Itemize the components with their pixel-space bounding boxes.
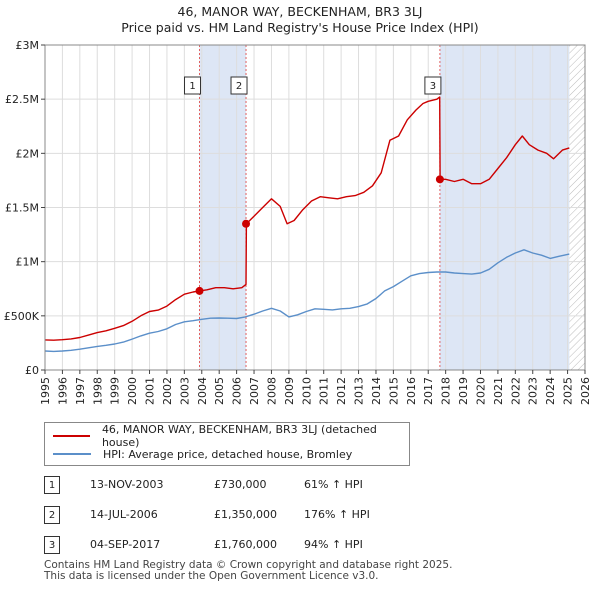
x-tick-label: 2014 <box>370 377 383 405</box>
sale-date: 04-SEP-2017 <box>90 538 161 551</box>
legend-label-property: 46, MANOR WAY, BECKENHAM, BR3 3LJ (detac… <box>101 423 377 449</box>
x-tick-label: 2018 <box>440 377 453 405</box>
y-tick-label: £2M <box>16 147 40 160</box>
x-tick-label: 1995 <box>39 377 52 405</box>
x-tick-label: 2005 <box>213 377 226 405</box>
sale-label-box <box>184 76 202 95</box>
x-tick-label: 2019 <box>457 377 470 405</box>
sale-label-number: 3 <box>430 81 436 92</box>
x-tick-label: 2015 <box>387 377 400 405</box>
y-tick-label: £0 <box>25 364 39 377</box>
sale-point-marker <box>435 175 444 184</box>
x-tick-label: 2017 <box>422 377 435 405</box>
legend-label-hpi: HPI: Average price, detached house, Brom… <box>103 447 353 461</box>
y-tick-label: £1M <box>16 256 40 269</box>
sales-table-row: 2 14-JUL-2006 £1,350,000 176% ↑ HPI <box>44 506 384 524</box>
x-tick-label: 2010 <box>300 377 313 405</box>
attribution-footer: Contains HM Land Registry data © Crown c… <box>44 560 452 582</box>
sale-point-marker <box>242 219 251 228</box>
x-tick-label: 2012 <box>335 377 348 405</box>
sale-price: £1,760,000 <box>214 538 277 551</box>
x-tick-label: 2025 <box>562 377 575 405</box>
x-tick-label: 2001 <box>144 377 157 405</box>
x-tick-label: 2008 <box>265 377 278 405</box>
sale-point-marker <box>195 286 204 295</box>
legend-item-property: 46, MANOR WAY, BECKENHAM, BR3 3LJ (detac… <box>53 423 409 449</box>
x-tick-label: 2004 <box>196 377 209 405</box>
sale-number-badge: 1 <box>44 476 60 494</box>
sale-price: £730,000 <box>214 478 267 491</box>
y-tick-label: £1.5M <box>5 202 39 215</box>
x-tick-label: 2021 <box>492 377 505 405</box>
legend-swatch-hpi <box>53 453 91 455</box>
x-tick-label: 2007 <box>248 377 261 405</box>
sale-label-number: 1 <box>189 81 195 92</box>
x-tick-label: 2016 <box>405 377 418 405</box>
sale-date: 13-NOV-2003 <box>90 478 164 491</box>
sale-price: £1,350,000 <box>214 508 277 521</box>
sale-date: 14-JUL-2006 <box>90 508 158 521</box>
chart-subtitle: Price paid vs. HM Land Registry's House … <box>121 20 479 35</box>
x-tick-label: 2020 <box>474 377 487 405</box>
y-tick-label: £2.5M <box>5 93 39 106</box>
x-tick-label: 1998 <box>91 377 104 405</box>
legend-item-hpi: HPI: Average price, detached house, Brom… <box>53 445 352 463</box>
sale-label-number: 2 <box>236 81 242 92</box>
series-line-hpi <box>45 249 570 353</box>
sale-label-box <box>230 76 248 95</box>
sale-hpi-change: 176% ↑ HPI <box>304 508 370 521</box>
x-tick-label: 1999 <box>109 377 122 405</box>
sale-label-box <box>424 76 442 95</box>
sale-hpi-change: 61% ↑ HPI <box>304 478 363 491</box>
chart-legend: 46, MANOR WAY, BECKENHAM, BR3 3LJ (detac… <box>44 422 410 466</box>
x-tick-label: 2000 <box>126 377 139 405</box>
legend-swatch-property <box>53 435 90 437</box>
x-tick-label: 2026 <box>579 377 592 405</box>
sale-hpi-change: 94% ↑ HPI <box>304 538 363 551</box>
sales-table-row: 3 04-SEP-2017 £1,760,000 94% ↑ HPI <box>44 536 384 554</box>
x-tick-label: 2022 <box>509 377 522 405</box>
x-tick-label: 2003 <box>178 377 191 405</box>
x-tick-label: 2023 <box>527 377 540 405</box>
x-tick-label: 2013 <box>353 377 366 405</box>
x-tick-label: 1996 <box>56 377 69 405</box>
series-line-property <box>45 96 570 341</box>
sale-number-badge: 3 <box>44 536 60 554</box>
chart-title: 46, MANOR WAY, BECKENHAM, BR3 3LJ <box>177 4 423 19</box>
x-tick-label: 2002 <box>161 377 174 405</box>
x-tick-label: 2009 <box>283 377 296 405</box>
x-tick-label: 2006 <box>231 377 244 405</box>
price-chart: 1 2 3 £0 £500K £1M £1.5M £2M £2.5M £3M 1995 1996 19… <box>4 39 592 405</box>
attribution-line: Contains HM Land Registry data © Crown c… <box>44 559 453 571</box>
sales-table-row: 1 13-NOV-2003 £730,000 61% ↑ HPI <box>44 476 384 494</box>
sale-number-badge: 2 <box>44 506 60 524</box>
x-tick-label: 1997 <box>74 377 87 405</box>
y-tick-label: £3M <box>16 39 40 52</box>
x-tick-label: 2011 <box>318 377 331 405</box>
license-line: This data is licensed under the Open Gov… <box>44 570 379 582</box>
x-tick-label: 2024 <box>544 377 557 405</box>
y-tick-label: £500K <box>4 310 40 323</box>
